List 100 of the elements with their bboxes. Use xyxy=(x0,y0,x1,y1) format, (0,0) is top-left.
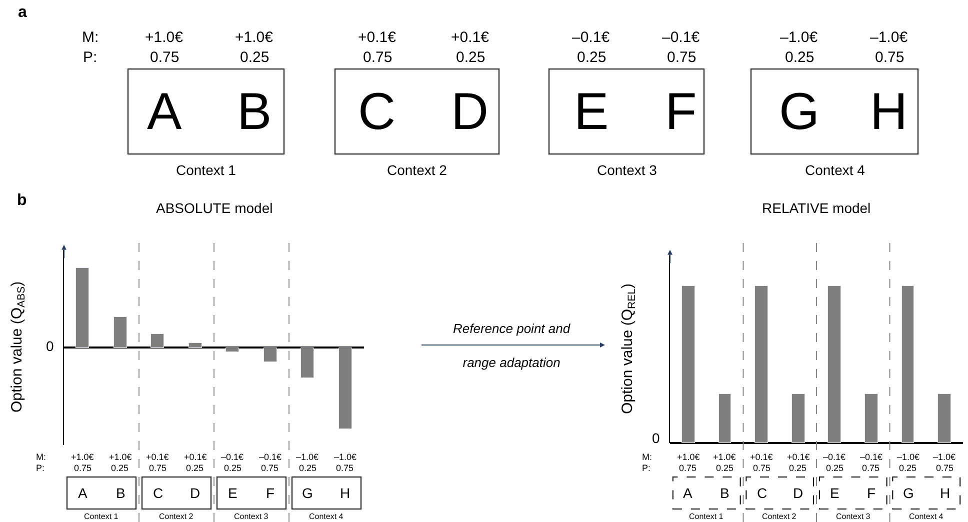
text: a xyxy=(18,4,27,21)
text: –1.0€ xyxy=(780,29,818,46)
text: 0.25 xyxy=(299,463,317,473)
text: +0.1€ xyxy=(146,452,169,462)
text: 0.75 xyxy=(336,463,354,473)
text: 0.25 xyxy=(224,463,242,473)
chart-title: RELATIVE model xyxy=(762,200,871,216)
x-tick-label: E xyxy=(228,485,238,501)
text: +1.0€ xyxy=(677,452,700,462)
x-tick-label: G xyxy=(302,485,313,501)
text: M: xyxy=(36,452,46,462)
x-tick-label: H xyxy=(940,485,950,501)
text: +0.1€ xyxy=(451,29,490,46)
text: –1.0€ xyxy=(933,452,956,462)
bar xyxy=(114,316,127,348)
text: +1.0€ xyxy=(145,29,184,46)
text: 0.75 xyxy=(753,463,771,473)
text: 0.75 xyxy=(667,49,696,66)
text: –1.0€ xyxy=(296,452,319,462)
text: 0.25 xyxy=(111,463,129,473)
x-tick-label: A xyxy=(683,485,693,501)
text: Context 3 xyxy=(836,512,871,521)
text: b xyxy=(17,192,27,209)
category-label: G xyxy=(779,83,820,141)
text: 0.25 xyxy=(789,463,807,473)
text: Context 2 xyxy=(387,162,448,178)
text: 0.25 xyxy=(577,49,606,66)
text: 0.75 xyxy=(679,463,697,473)
text: +0.1€ xyxy=(358,29,397,46)
text: Context 3 xyxy=(597,162,658,178)
text: Context 3 xyxy=(234,512,269,521)
text: –1.0€ xyxy=(870,29,908,46)
text: +1.0€ xyxy=(71,452,94,462)
text: 0.75 xyxy=(149,463,167,473)
text: 0.25 xyxy=(899,463,917,473)
text: 0.75 xyxy=(875,49,904,66)
text: –0.1€ xyxy=(259,452,282,462)
category-label: H xyxy=(870,83,908,141)
bar xyxy=(338,348,352,429)
text: 0.75 xyxy=(74,463,92,473)
text: –0.1€ xyxy=(823,452,846,462)
text: 0.75 xyxy=(261,463,279,473)
bar xyxy=(300,348,314,378)
text: P: xyxy=(83,49,98,66)
text: 0.25 xyxy=(186,463,204,473)
x-tick-label: F xyxy=(867,485,876,501)
category-label: B xyxy=(237,83,272,141)
bar xyxy=(188,342,202,348)
text: –1.0€ xyxy=(334,452,357,462)
text: –0.1€ xyxy=(860,452,883,462)
text: +0.1€ xyxy=(184,452,207,462)
text: 0.25 xyxy=(785,49,814,66)
x-tick-label: B xyxy=(116,485,126,501)
x-tick-label: D xyxy=(793,485,804,501)
text: Context 4 xyxy=(909,512,944,521)
text: Context 2 xyxy=(762,512,797,521)
x-tick-label: A xyxy=(78,485,88,501)
text: M: xyxy=(642,452,652,462)
text: Context 1 xyxy=(84,512,119,521)
x-tick-label: F xyxy=(266,485,275,501)
text: Context 4 xyxy=(309,512,344,521)
category-label: D xyxy=(451,83,489,141)
text: Context 1 xyxy=(176,162,236,178)
text: 0 xyxy=(46,338,54,354)
bar xyxy=(76,268,89,348)
text: +0.1€ xyxy=(787,452,810,462)
text: 0 xyxy=(652,430,660,446)
text: +1.0€ xyxy=(235,29,274,46)
text: –0.1€ xyxy=(662,29,700,46)
x-tick-label: C xyxy=(757,485,768,501)
x-tick-label: E xyxy=(830,485,840,501)
bar xyxy=(264,348,277,362)
x-tick-label: G xyxy=(903,485,914,501)
text: P: xyxy=(36,463,45,473)
text: 0.75 xyxy=(363,49,392,66)
text: 0.25 xyxy=(716,463,734,473)
category-label: E xyxy=(574,83,609,141)
text: +1.0€ xyxy=(713,452,736,462)
text: –1.0€ xyxy=(897,452,920,462)
text: 0.75 xyxy=(936,463,954,473)
bar xyxy=(150,334,164,348)
category-label: F xyxy=(665,83,697,141)
text: 0.25 xyxy=(826,463,844,473)
x-tick-label: B xyxy=(720,485,730,501)
text: Context 2 xyxy=(159,512,194,521)
category-label: C xyxy=(358,83,396,141)
bar xyxy=(226,348,239,352)
text: Context 4 xyxy=(805,162,866,178)
text: 0.25 xyxy=(456,49,486,66)
text: –0.1€ xyxy=(221,452,244,462)
x-tick-label: D xyxy=(190,485,200,501)
text: 0.75 xyxy=(150,49,180,66)
x-tick-label: H xyxy=(340,485,350,501)
text: P: xyxy=(642,463,651,473)
category-label: A xyxy=(147,83,182,141)
text: 0.75 xyxy=(862,463,880,473)
text: –0.1€ xyxy=(572,29,610,46)
text: Context 1 xyxy=(689,512,724,521)
text: +1.0€ xyxy=(109,452,132,462)
text: 0.25 xyxy=(240,49,270,66)
